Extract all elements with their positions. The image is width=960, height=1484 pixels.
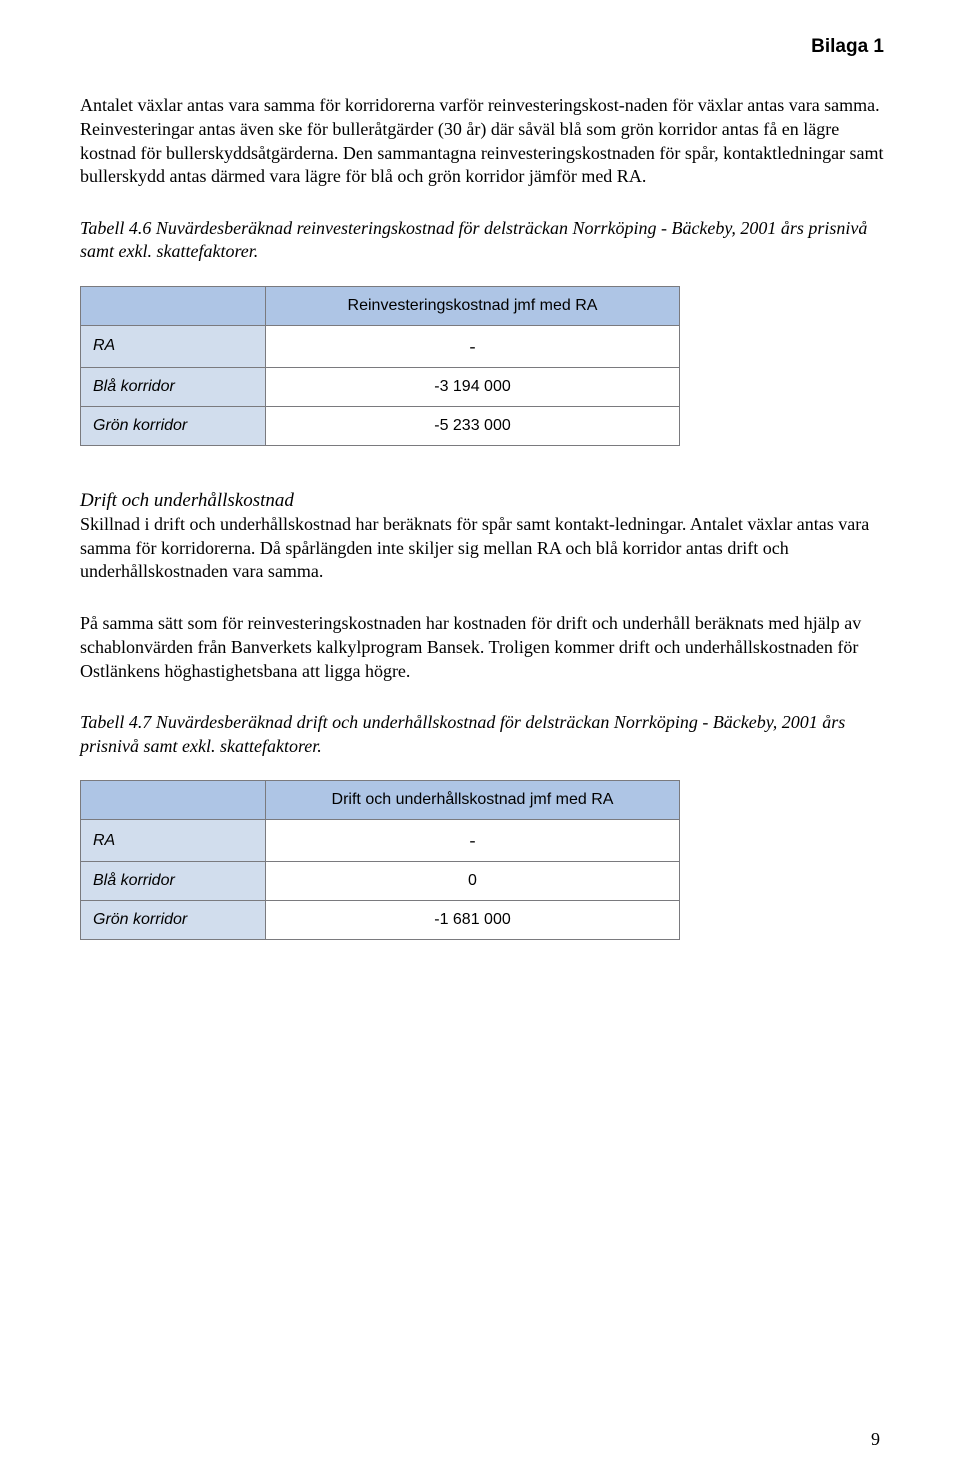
section-drift: Drift och underhållskostnad Skillnad i d… — [80, 488, 884, 584]
table-caption-4-6: Tabell 4.6 Nuvärdesberäknad reinvesterin… — [80, 217, 884, 264]
row-value: - — [266, 820, 680, 862]
page-container: Bilaga 1 Antalet växlar antas vara samma… — [0, 0, 960, 1484]
row-value: 0 — [266, 862, 680, 901]
table-row: Blå korridor 0 — [81, 862, 680, 901]
paragraph-intro: Antalet växlar antas vara samma för korr… — [80, 94, 884, 189]
row-label: RA — [81, 325, 266, 367]
row-value: -3 194 000 — [266, 367, 680, 406]
paragraph-drift-1: Skillnad i drift och underhållskostnad h… — [80, 514, 869, 582]
row-label: Blå korridor — [81, 367, 266, 406]
table-row: RA - — [81, 325, 680, 367]
row-label: Blå korridor — [81, 862, 266, 901]
page-number: 9 — [871, 1429, 880, 1450]
table-row: Reinvesteringskostnad jmf med RA — [81, 286, 680, 325]
table-header-value: Reinvesteringskostnad jmf med RA — [266, 286, 680, 325]
table-drift: Drift och underhållskostnad jmf med RA R… — [80, 780, 680, 940]
table-row: Grön korridor -1 681 000 — [81, 901, 680, 940]
table-header-value: Drift och underhållskostnad jmf med RA — [266, 781, 680, 820]
row-label: RA — [81, 820, 266, 862]
table-row: Grön korridor -5 233 000 — [81, 406, 680, 445]
row-value: -5 233 000 — [266, 406, 680, 445]
paragraph-drift-2: På samma sätt som för reinvesteringskost… — [80, 612, 884, 683]
table-row: Drift och underhållskostnad jmf med RA — [81, 781, 680, 820]
row-label: Grön korridor — [81, 406, 266, 445]
table-header-empty — [81, 286, 266, 325]
row-label: Grön korridor — [81, 901, 266, 940]
appendix-header: Bilaga 1 — [80, 36, 884, 58]
table-reinvestment: Reinvesteringskostnad jmf med RA RA - Bl… — [80, 286, 680, 446]
row-value: -1 681 000 — [266, 901, 680, 940]
table-row: Blå korridor -3 194 000 — [81, 367, 680, 406]
table-caption-4-7: Tabell 4.7 Nuvärdesberäknad drift och un… — [80, 711, 884, 758]
row-value: - — [266, 325, 680, 367]
subheading-drift: Drift och underhållskostnad — [80, 490, 294, 511]
table-row: RA - — [81, 820, 680, 862]
table-header-empty — [81, 781, 266, 820]
